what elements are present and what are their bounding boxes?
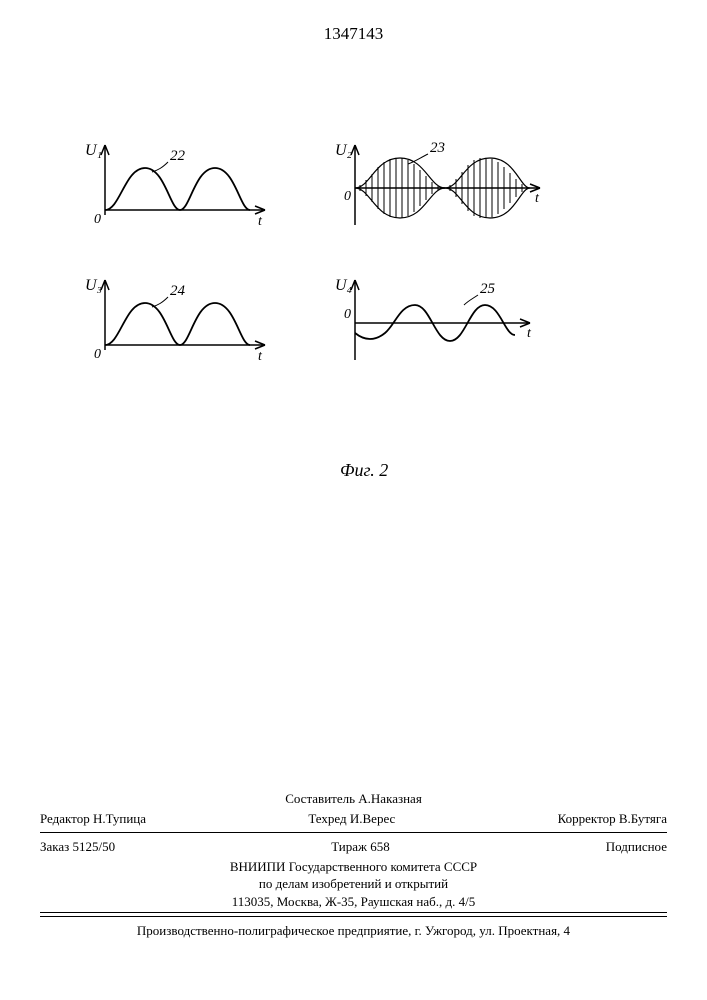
podpisnoe-line: Подписное	[606, 838, 667, 856]
origin-u4: 0	[344, 307, 351, 322]
order-line: Заказ 5125/50	[40, 838, 115, 856]
x-label-u2: t	[535, 191, 540, 206]
chart-u3: U₃ t 0 24	[80, 275, 280, 370]
org-line-3: 113035, Москва, Ж-35, Раушская наб., д. …	[40, 893, 667, 911]
curve-num-u3: 24	[170, 283, 186, 299]
origin-u3: 0	[94, 347, 101, 362]
figure-panel: U₁ t 0 22	[80, 140, 620, 410]
org-line-2: по делам изобретений и открытий	[40, 875, 667, 893]
org-line-1: ВНИИПИ Государственного комитета СССР	[40, 858, 667, 876]
curve-num-u4: 25	[480, 281, 496, 297]
techred-line: Техред И.Верес	[308, 810, 395, 828]
y-label-u4: U₄	[335, 277, 352, 294]
x-label-u4: t	[527, 326, 532, 341]
chart-u4: U₄ t 0 25	[330, 275, 550, 370]
page-number: 1347143	[324, 24, 384, 44]
curve-num-u1: 22	[170, 148, 186, 164]
origin-u2: 0	[344, 189, 351, 204]
printer-line: Производственно-полиграфическое предприя…	[137, 923, 570, 938]
compiler-line: Составитель А.Наказная	[285, 791, 422, 806]
chart-u2: U₂ t 0 23	[330, 140, 560, 235]
origin-u1: 0	[94, 212, 101, 227]
y-label-u2: U₂	[335, 142, 353, 159]
figure-caption: Фиг. 2	[340, 460, 388, 481]
tirazh-line: Тираж 658	[331, 838, 390, 856]
x-label-u1: t	[258, 214, 263, 229]
corrector-line: Корректор В.Бутяга	[558, 810, 667, 828]
y-label-u3: U₃	[85, 277, 102, 294]
y-label-u1: U₁	[85, 142, 102, 159]
footer-block: Составитель А.Наказная Редактор Н.Тупица…	[40, 790, 667, 940]
chart-u1: U₁ t 0 22	[80, 140, 280, 235]
curve-num-u2: 23	[430, 140, 445, 156]
x-label-u3: t	[258, 349, 263, 364]
editor-line: Редактор Н.Тупица	[40, 810, 146, 828]
